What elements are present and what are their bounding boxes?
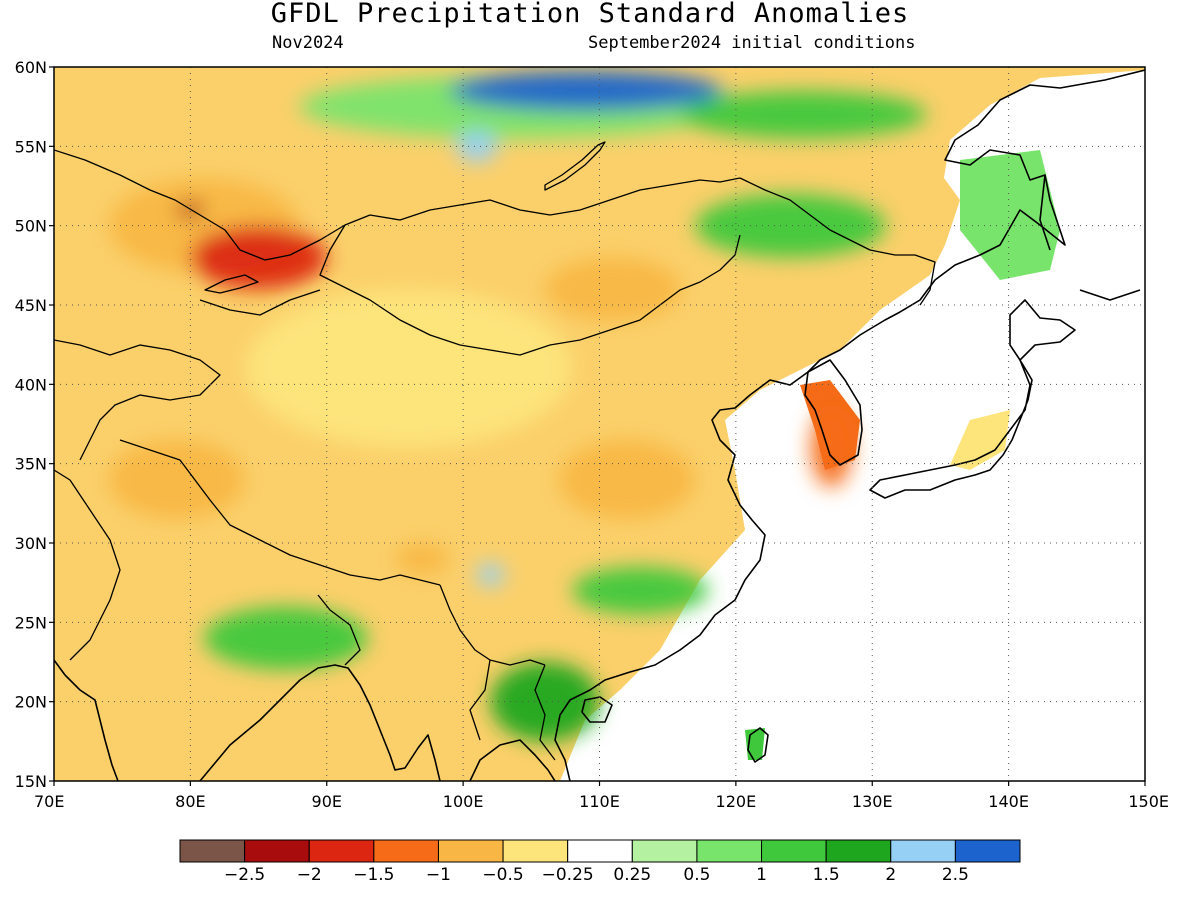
y-tick-label: 20N: [15, 693, 47, 712]
anomaly-region-8: [544, 257, 682, 321]
x-axis: 70E 80E 90E 100E 110E 120E 130E 140E 150E: [34, 781, 1169, 811]
x-tick-label: 130E: [852, 792, 893, 811]
national-borders: [54, 141, 936, 761]
y-tick-label: 55N: [15, 137, 47, 156]
x-tick-label: 150E: [1128, 792, 1169, 811]
grid-lines: [54, 67, 1145, 781]
legend-swatch: [567, 839, 633, 863]
legend-swatch: [825, 839, 892, 863]
border-china-mongolia: [339, 234, 741, 356]
legend-label: −0.25: [542, 865, 594, 885]
land-mass-mainland: [54, 67, 1145, 781]
legend-label: 2.5: [942, 865, 969, 885]
x-tick-label: 90E: [312, 792, 342, 811]
plot-area: [54, 67, 1145, 781]
y-tick-label: 30N: [15, 534, 47, 553]
legend-label: 0.5: [683, 865, 710, 885]
y-tick-label: 35N: [15, 455, 47, 474]
coastline-kurils-sakhalin: [1039, 174, 1141, 301]
legend-swatch: [696, 839, 763, 863]
anomaly-region-17: [694, 193, 886, 258]
legend-label: 0.25: [613, 865, 651, 885]
land-japan-north: [1000, 280, 1030, 360]
land-anomaly-field: [54, 67, 1145, 781]
anomaly-region-1: [449, 70, 723, 111]
legend-swatch: [502, 839, 569, 863]
border-russia-mongolia: [369, 177, 741, 221]
anomaly-region-12: [810, 408, 852, 488]
border-myanmar-china: [439, 584, 546, 666]
anomaly-region-10: [108, 439, 245, 520]
coastline-honshu: [869, 359, 1033, 499]
map-title: GFDL Precipitation Standard Anomalies: [270, 0, 910, 29]
legend-swatch: [761, 839, 827, 863]
y-tick-label: 60N: [15, 58, 47, 77]
y-tick-label: 15N: [15, 772, 47, 791]
lake-balkhash: [204, 274, 259, 294]
coastline-korea: [804, 359, 863, 466]
x-tick-label: 120E: [716, 792, 757, 811]
anomaly-region-3: [681, 90, 927, 139]
anomaly-region-15: [572, 566, 709, 615]
legend-swatch: [244, 839, 310, 863]
coastline-india-west: [54, 659, 119, 781]
legend-swatch: [179, 839, 246, 863]
x-tick-label: 100E: [443, 792, 484, 811]
coastline-taiwan: [747, 727, 769, 763]
anomaly-region-13: [204, 606, 368, 670]
y-tick-label: 40N: [15, 375, 47, 394]
anomaly-region-14: [490, 662, 600, 742]
legend-label: 1: [756, 865, 767, 885]
forecast-month: Nov2024: [272, 33, 344, 53]
legend-label: −0.5: [482, 865, 523, 885]
anomaly-region-2: [456, 130, 498, 163]
border-china-south-asia: [119, 439, 441, 586]
y-tick-label: 50N: [15, 217, 47, 236]
border-bangladesh: [317, 594, 361, 666]
legend-label: −1: [426, 865, 451, 885]
legend-label: −2: [297, 865, 322, 885]
land-japan-main: [950, 410, 1010, 470]
border-russia-kazakhstan: [54, 149, 371, 261]
anomaly-region-16: [476, 562, 505, 587]
anomaly-region-11: [394, 543, 450, 575]
border-indochina: [469, 659, 556, 761]
anomaly-region-7: [244, 289, 573, 448]
anomaly-region-9: [558, 439, 695, 520]
legend-swatch: [631, 839, 698, 863]
border-china-kazakhstan: [199, 224, 346, 316]
color-legend: −2.5 −2 −1.5 −1 −0.5 −0.25 0.25 0.5 1 1.5 2 2.5: [179, 839, 1021, 885]
y-axis: 15N 20N 25N 30N 35N 40N 45N 50N 55N 60N: [15, 58, 54, 791]
lake-baikal: [544, 141, 606, 191]
coastline-bay-of-bengal: [199, 664, 441, 781]
legend-label: −2.5: [224, 865, 265, 885]
x-tick-label: 140E: [988, 792, 1029, 811]
land-kamchatka-region: [960, 150, 1060, 280]
x-tick-label: 110E: [579, 792, 620, 811]
legend-label: 2: [885, 865, 896, 885]
legend-swatch: [437, 839, 504, 863]
legend-swatch: [373, 839, 439, 863]
legend-label: −1.5: [353, 865, 394, 885]
coastline-indochina: [469, 739, 556, 781]
y-tick-label: 45N: [15, 296, 47, 315]
legend-swatch: [890, 839, 956, 863]
border-central-asia: [54, 339, 221, 461]
border-china-russia-east: [739, 177, 936, 306]
border-india-pakistan: [54, 469, 121, 661]
legend-label: 1.5: [813, 865, 840, 885]
coastlines: [54, 69, 1145, 781]
x-tick-label: 80E: [175, 792, 205, 811]
legend-swatch: [308, 839, 375, 863]
legend-swatch: [954, 839, 1021, 863]
initial-conditions: September2024 initial conditions: [588, 33, 916, 53]
coastline-hokkaido: [1009, 299, 1076, 361]
y-tick-label: 25N: [15, 613, 47, 632]
x-tick-label: 70E: [34, 792, 64, 811]
